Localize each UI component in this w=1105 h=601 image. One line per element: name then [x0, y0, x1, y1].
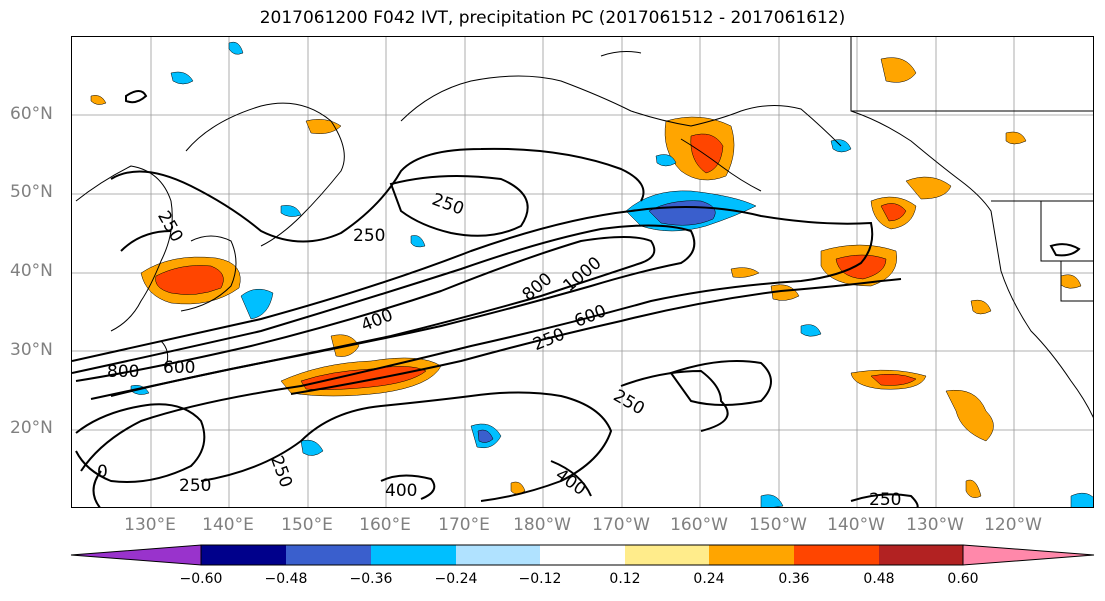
colorbar-tick-label: −0.36 — [349, 571, 393, 587]
colorbar-extend-high — [962, 544, 1095, 566]
lon-label: 140°W — [827, 515, 885, 535]
ivt-contours — [72, 90, 1081, 507]
contour-label: 250 — [869, 490, 901, 508]
coastlines — [75, 37, 1093, 418]
colorbar — [70, 544, 1095, 566]
colorbar-tick-label: −0.24 — [434, 571, 478, 587]
lat-label: 60°N — [10, 104, 53, 124]
contour-label: 600 — [163, 358, 195, 378]
colorbar-tick-label: 0.24 — [693, 571, 725, 587]
colorbar-swatch — [879, 545, 963, 565]
lon-label: 180°W — [513, 515, 571, 535]
map-svg: 250 250 250 400 800 1000 600 250 600 800… — [72, 37, 1093, 508]
lat-label: 30°N — [10, 340, 53, 360]
lon-label: 170°E — [438, 515, 490, 535]
lon-label: 150°W — [749, 515, 807, 535]
lon-label: 120°W — [984, 515, 1042, 535]
colorbar-swatch — [540, 545, 625, 565]
contour-label: 600 — [572, 301, 610, 332]
contour-label: 0 — [97, 462, 108, 482]
colorbar-swatch — [456, 545, 540, 565]
colorbar-tick-label: −0.48 — [264, 571, 308, 587]
colorbar-tick-label: −0.12 — [518, 571, 562, 587]
colorbar-swatch — [371, 545, 456, 565]
lon-label: 150°E — [281, 515, 333, 535]
contour-label: 400 — [358, 305, 396, 336]
colorbar-tick-label: 0.48 — [863, 571, 895, 587]
contour-label: 1000 — [560, 253, 606, 296]
lat-label: 50°N — [10, 182, 53, 202]
contour-label: 250 — [353, 226, 385, 246]
colorbar-swatch — [201, 545, 286, 565]
lon-label: 130°W — [906, 515, 964, 535]
lon-label: 160°E — [359, 515, 411, 535]
contour-label: 250 — [530, 324, 568, 355]
lon-label: 160°W — [670, 515, 728, 535]
lat-label: 40°N — [10, 261, 53, 281]
precip-negative — [130, 41, 1093, 507]
map-title: 2017061200 F042 IVT, precipitation PC (2… — [259, 8, 846, 28]
colorbar-extend-low — [70, 544, 202, 566]
contour-label: 400 — [551, 465, 589, 500]
lat-label: 20°N — [10, 418, 53, 438]
lon-label: 170°W — [592, 515, 650, 535]
precip-positive — [90, 57, 1082, 498]
colorbar-swatch — [709, 545, 794, 565]
contour-label: 400 — [385, 481, 417, 501]
map-panel: 250 250 250 400 800 1000 600 250 600 800… — [71, 36, 1094, 508]
colorbar-tick-label: −0.60 — [179, 571, 223, 587]
lon-label: 130°E — [124, 515, 176, 535]
contour-label: 250 — [266, 453, 296, 490]
colorbar-swatch — [286, 545, 371, 565]
contour-label: 250 — [610, 386, 648, 420]
colorbar-outline — [200, 544, 964, 566]
contour-label: 250 — [179, 476, 211, 496]
contour-label-group: 250 250 250 400 800 1000 600 250 600 800… — [97, 190, 901, 508]
colorbar-swatch — [625, 545, 709, 565]
colorbar-swatch — [794, 545, 879, 565]
colorbar-tick-label: 0.60 — [947, 571, 979, 587]
colorbar-tick-label: 0.12 — [609, 571, 641, 587]
colorbar-tick-label: 0.36 — [778, 571, 810, 587]
lon-label: 140°E — [202, 515, 254, 535]
contour-label: 800 — [107, 362, 139, 382]
contour-label: 250 — [153, 208, 187, 246]
